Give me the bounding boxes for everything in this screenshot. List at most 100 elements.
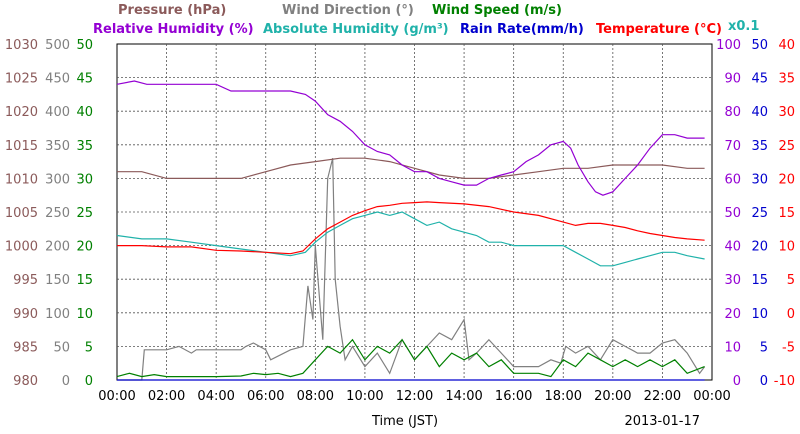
left-axis-tick-label: 50 <box>76 38 93 53</box>
right-axis-tick-label: 20 <box>778 172 795 187</box>
series-layer <box>116 80 706 381</box>
x-axis-tick-label: 14:00 <box>445 389 482 404</box>
x-axis-tick-label: 06:00 <box>247 389 284 404</box>
right-axis-tick-label: -5 <box>782 340 795 355</box>
x-axis-tick-label: 00:00 <box>98 389 135 404</box>
right-axis-tick-label: 40 <box>751 105 768 120</box>
left-axis-tick-label: 35 <box>76 139 93 154</box>
series-line-relative-humidity <box>116 80 705 196</box>
right-axis-tick-label: 35 <box>778 72 795 87</box>
right-axis-tick-label: 50 <box>751 38 768 53</box>
right-axis-tick-label: 90 <box>724 72 741 87</box>
axis-legend-label: Wind Direction (°) <box>282 3 414 18</box>
left-axis-tick-label: 250 <box>45 206 70 221</box>
left-axis-tick-label: 1015 <box>5 139 38 154</box>
right-axis-tick-label: 100 <box>716 38 741 53</box>
right-axis-tick-label: 0 <box>733 374 741 389</box>
left-axis-tick-label: 50 <box>53 340 70 355</box>
left-axis-tick-label: 200 <box>45 240 70 255</box>
left-axis-tick-label: 1005 <box>5 206 38 221</box>
x-axis-tick-label: 10:00 <box>346 389 383 404</box>
left-axis-tick-label: 980 <box>13 374 38 389</box>
right-axis-tick-label: 80 <box>724 105 741 120</box>
series-line-wind-speed-m-s <box>116 338 705 378</box>
right-axis-tick-label: 5 <box>787 273 795 288</box>
x-axis-tick-label: 18:00 <box>545 389 582 404</box>
series-line-temperature-c <box>117 201 705 255</box>
x-axis-tick-label: 00:00 <box>693 389 730 404</box>
right-axis-tick-label: 0 <box>787 307 795 322</box>
left-axis-tick-label: 300 <box>45 172 70 187</box>
left-axis-tick-label: 450 <box>45 72 70 87</box>
left-axis-tick-label: 0 <box>62 374 70 389</box>
axis-legend-label: Temperature (°C) <box>596 22 722 37</box>
right-axis-tick-label: 70 <box>724 139 741 154</box>
series-line-absolute-humidity-g-m <box>116 211 705 267</box>
axis-legend-label: Relative Humidity (%) <box>93 22 254 37</box>
left-axis-tick-label: 990 <box>13 307 38 322</box>
left-axis-tick-label: 1010 <box>5 172 38 187</box>
left-axis-tick-label: 150 <box>45 273 70 288</box>
left-axis-tick-label: 5 <box>85 340 93 355</box>
right-axis-tick-label: 15 <box>778 206 795 221</box>
left-axis-tick-label: 0 <box>85 374 93 389</box>
left-axis-tick-label: 10 <box>76 307 93 322</box>
right-axis-tick-label: 50 <box>724 206 741 221</box>
right-axis-tick-label: 10 <box>751 307 768 322</box>
left-axis-tick-label: 40 <box>76 105 93 120</box>
left-axis-tick-label: 45 <box>76 72 93 87</box>
right-axis-tick-label: 25 <box>778 139 795 154</box>
left-axis-tick-label: 15 <box>76 273 93 288</box>
right-axis-tick-label: 10 <box>778 240 795 255</box>
right-axis-tick-label: 15 <box>751 273 768 288</box>
axis-legend-label: Wind Speed (m/s) <box>432 3 562 18</box>
right-axis-tick-label: -10 <box>774 374 795 389</box>
right-axis-tick-label: 60 <box>724 172 741 187</box>
ticks-layer: 1030102510201015101010051000995990985980… <box>5 38 795 404</box>
left-axis-tick-label: 20 <box>76 240 93 255</box>
axis-legend-label: Pressure (hPa) <box>118 3 226 18</box>
left-axis-tick-label: 1020 <box>5 105 38 120</box>
right-axis-tick-label: 20 <box>724 307 741 322</box>
left-axis-tick-label: 1025 <box>5 72 38 87</box>
right-axis-tick-label: 30 <box>724 273 741 288</box>
x-axis-tick-label: 20:00 <box>594 389 631 404</box>
left-axis-tick-label: 100 <box>45 307 70 322</box>
right-axis-tick-label: 25 <box>751 206 768 221</box>
left-axis-tick-label: 1030 <box>5 38 38 53</box>
scale-note: x0.1 <box>728 19 759 34</box>
left-axis-tick-label: 995 <box>13 273 38 288</box>
left-axis-tick-label: 400 <box>45 105 70 120</box>
grid <box>117 44 712 380</box>
right-axis-tick-label: 5 <box>760 340 768 355</box>
chart-date: 2013-01-17 <box>624 414 700 429</box>
right-axis-tick-label: 35 <box>751 139 768 154</box>
x-axis-tick-label: 16:00 <box>495 389 532 404</box>
right-axis-tick-label: 20 <box>751 240 768 255</box>
left-axis-tick-label: 25 <box>76 206 93 221</box>
axis-legend-label: Absolute Humidity (g/m³) <box>263 22 449 37</box>
right-axis-tick-label: 40 <box>724 240 741 255</box>
axis-legend-label: Rain Rate(mm/h) <box>460 22 584 37</box>
x-axis-tick-label: 04:00 <box>197 389 234 404</box>
labels-layer: Time (JST) 2013-01-17 Pressure (hPa) Wind D… <box>93 3 759 429</box>
x-axis-tick-label: 12:00 <box>396 389 433 404</box>
x-axis-tick-label: 02:00 <box>148 389 185 404</box>
x-axis-title: Time (JST) <box>371 414 438 429</box>
right-axis-tick-label: 30 <box>778 105 795 120</box>
x-axis-tick-label: 08:00 <box>297 389 334 404</box>
left-axis-tick-label: 985 <box>13 340 38 355</box>
right-axis-tick-label: 0 <box>760 374 768 389</box>
series-line-pressure-hpa <box>117 157 705 179</box>
right-axis-tick-label: 45 <box>751 72 768 87</box>
left-axis-tick-label: 1000 <box>5 240 38 255</box>
left-axis-tick-label: 30 <box>76 172 93 187</box>
left-axis-tick-label: 350 <box>45 139 70 154</box>
right-axis-tick-label: 40 <box>778 38 795 53</box>
x-axis-tick-label: 22:00 <box>644 389 681 404</box>
right-axis-tick-label: 10 <box>724 340 741 355</box>
left-axis-tick-label: 500 <box>45 38 70 53</box>
right-axis-tick-label: 30 <box>751 172 768 187</box>
